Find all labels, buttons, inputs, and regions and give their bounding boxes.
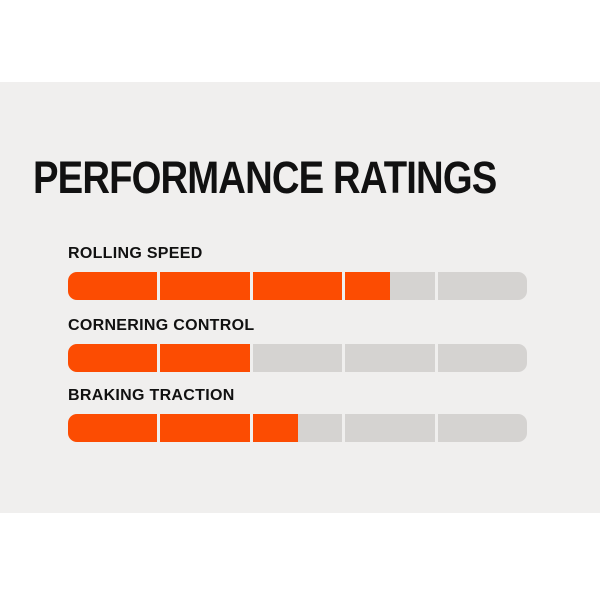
rating-segment-fill — [160, 414, 250, 442]
rating-segment — [345, 272, 435, 300]
rating-row-braking-traction: BRAKING TRACTION — [68, 386, 528, 442]
rating-label: BRAKING TRACTION — [68, 387, 235, 404]
rating-segment — [68, 414, 158, 442]
rating-segment — [345, 344, 435, 372]
rating-bar — [68, 344, 528, 372]
rating-bar — [68, 272, 528, 300]
rating-segment-fill — [68, 272, 158, 300]
rating-segment — [160, 272, 250, 300]
rating-segment-fill — [345, 272, 390, 300]
rating-segment-fill — [68, 414, 158, 442]
rating-segment — [437, 344, 528, 372]
rating-segment — [160, 414, 250, 442]
rating-segment — [68, 272, 158, 300]
rating-row-cornering-control: CORNERING CONTROL — [68, 316, 528, 372]
rating-segment — [68, 344, 158, 372]
rating-label: ROLLING SPEED — [68, 245, 203, 262]
rating-bar — [68, 414, 528, 442]
rating-segment — [252, 272, 343, 300]
rating-segment-fill — [160, 272, 250, 300]
page-title: PERFORMANCE RATINGS — [33, 152, 497, 203]
rating-label: CORNERING CONTROL — [68, 317, 255, 334]
rating-row-rolling-speed: ROLLING SPEED — [68, 244, 528, 300]
rating-segment-fill — [252, 414, 298, 442]
rating-segment — [160, 344, 250, 372]
rating-segment-fill — [68, 344, 158, 372]
rating-segment-fill — [252, 272, 343, 300]
rating-segment-fill — [160, 344, 250, 372]
rating-segment — [437, 272, 528, 300]
rating-segment — [252, 414, 343, 442]
rating-segment — [437, 414, 528, 442]
rating-segment — [252, 344, 343, 372]
rating-segment — [345, 414, 435, 442]
